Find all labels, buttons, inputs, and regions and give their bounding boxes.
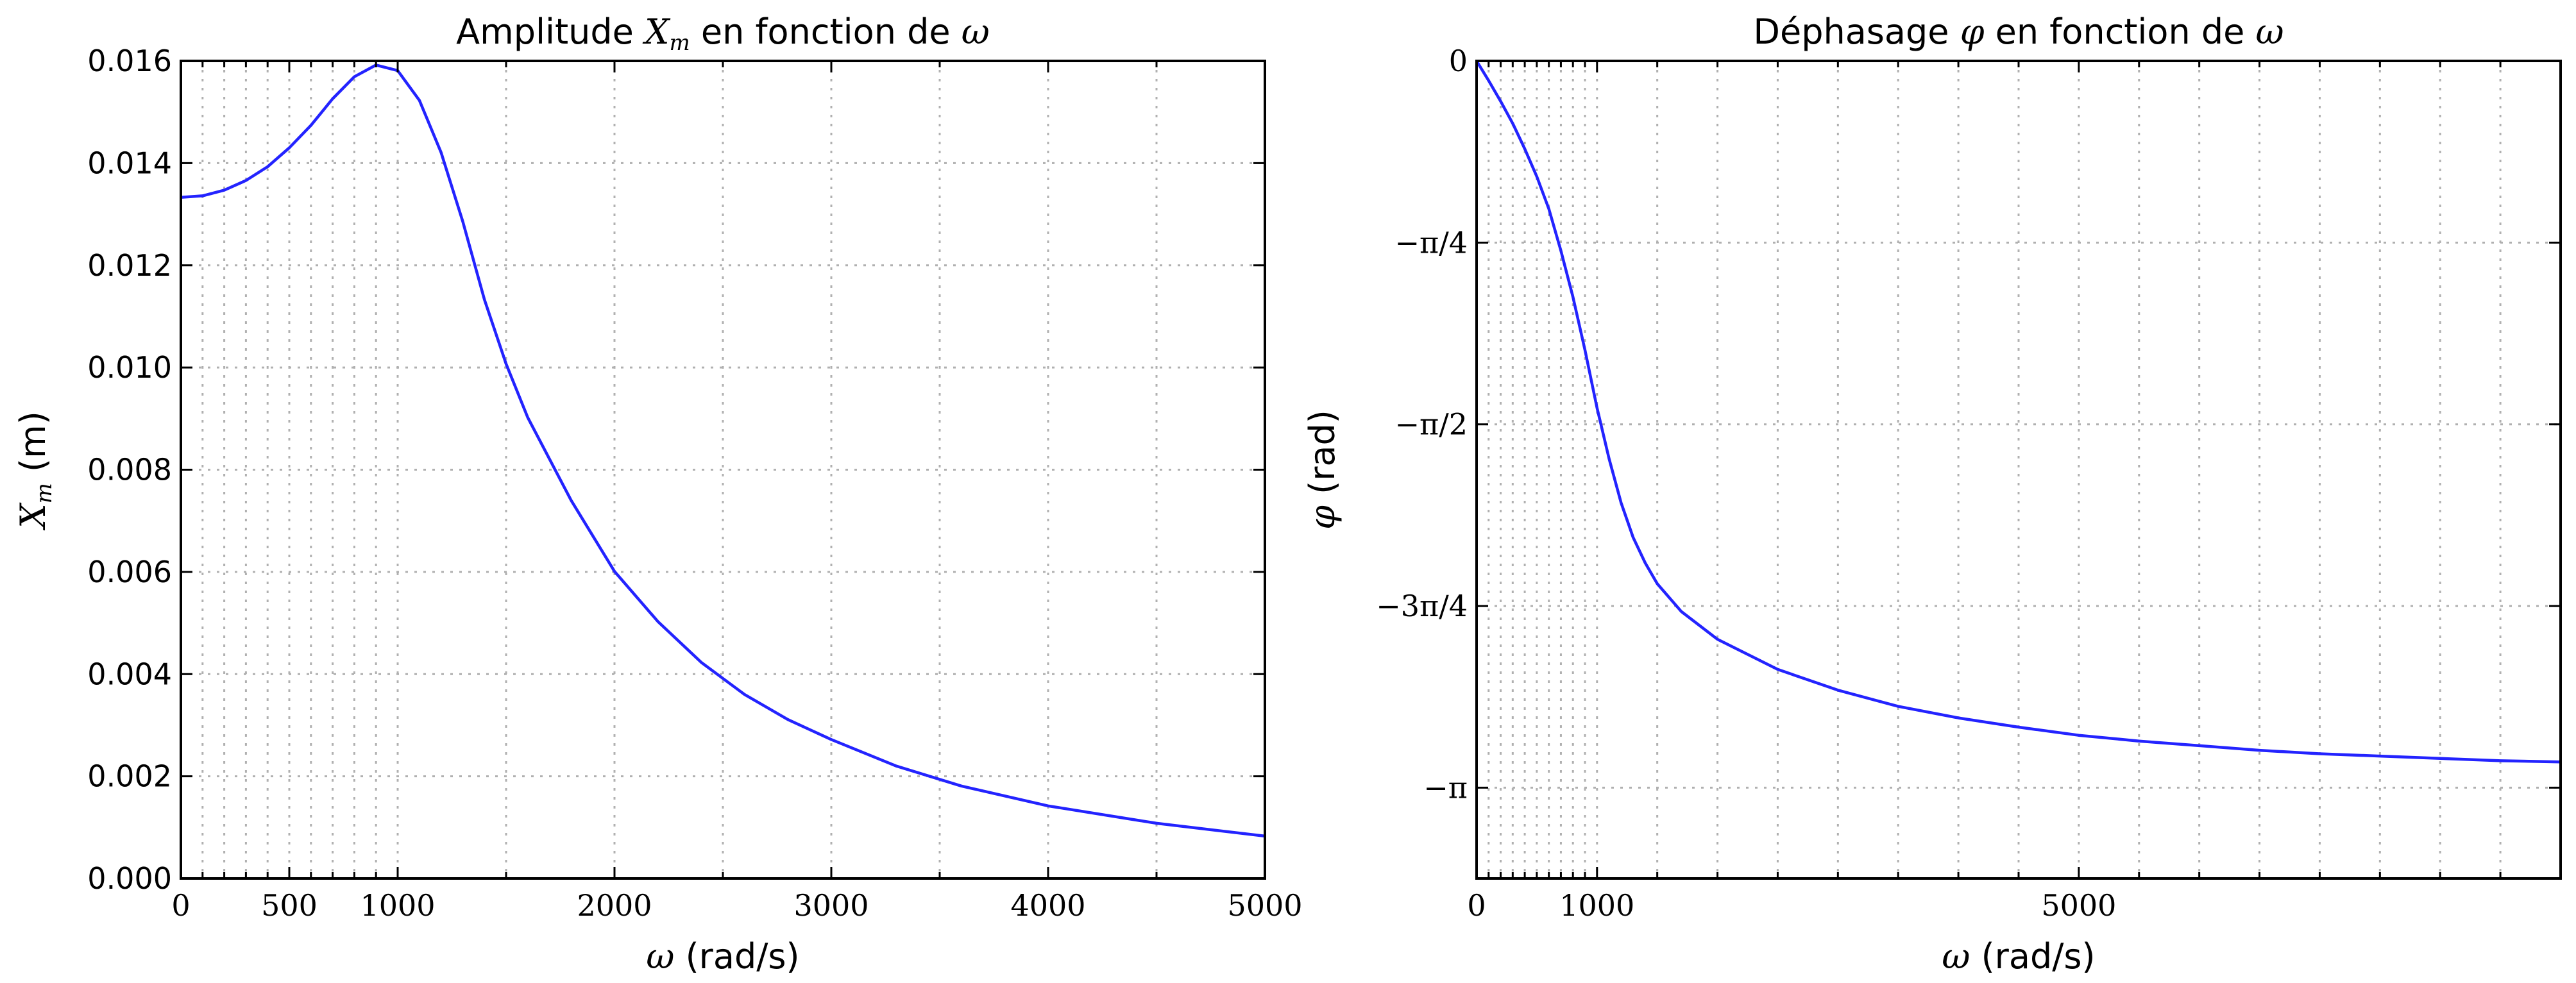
series-line: [1475, 60, 2561, 764]
x-axis-label: ω (rad/s): [1942, 936, 2095, 977]
y-tick-label: 0.016: [87, 44, 172, 78]
x-tick-label: 5000: [2041, 888, 2116, 923]
y-tick-label: 0.000: [87, 861, 172, 896]
x-tick-label: 3000: [793, 888, 869, 923]
chart-title: Déphasage φ en fonction de ω: [1753, 12, 2284, 52]
x-tick-label: 0: [171, 888, 190, 923]
chart-title: Amplitude Xm en fonction de ω: [456, 12, 990, 56]
y-tick-label: −π/2: [1394, 407, 1468, 442]
y-tick-label: −π: [1423, 770, 1468, 805]
y-axis-label: Xm (m): [13, 411, 57, 531]
y-tick-label: −3π/4: [1376, 589, 1468, 623]
y-tick-label: 0.012: [87, 248, 172, 283]
chart-2: 0 1000 5000 0 −π/4 −π/2 −3π/4 −π Déphasage φ en …: [1302, 12, 2562, 977]
x-tick-label: 1000: [1559, 888, 1634, 923]
series-line: [180, 63, 1266, 838]
y-tick-label: −π/4: [1394, 225, 1468, 260]
x-tick-label: 1000: [360, 888, 435, 923]
y-tick-label: 0.006: [87, 555, 172, 589]
x-axis-label: ω (rad/s): [646, 936, 799, 977]
x-tick-label: 4000: [1010, 888, 1085, 923]
y-tick-label: 0.004: [87, 657, 172, 691]
x-tick-label: 500: [261, 888, 318, 923]
y-tick-label: 0.010: [87, 350, 172, 385]
y-tick-label: 0.008: [87, 453, 172, 487]
y-axis-label: φ (rad): [1302, 410, 1343, 530]
x-tick-label: 0: [1467, 888, 1486, 923]
y-tick-label: 0.014: [87, 146, 172, 180]
x-tick-label: 5000: [1227, 888, 1302, 923]
y-tick-label: 0.002: [87, 759, 172, 794]
chart-1: 0 500 1000 2000 3000 4000 5000 0.000 0.002 0.004 0…: [13, 12, 1303, 977]
y-tick-label: 0: [1449, 44, 1468, 78]
x-tick-label: 2000: [577, 888, 652, 923]
